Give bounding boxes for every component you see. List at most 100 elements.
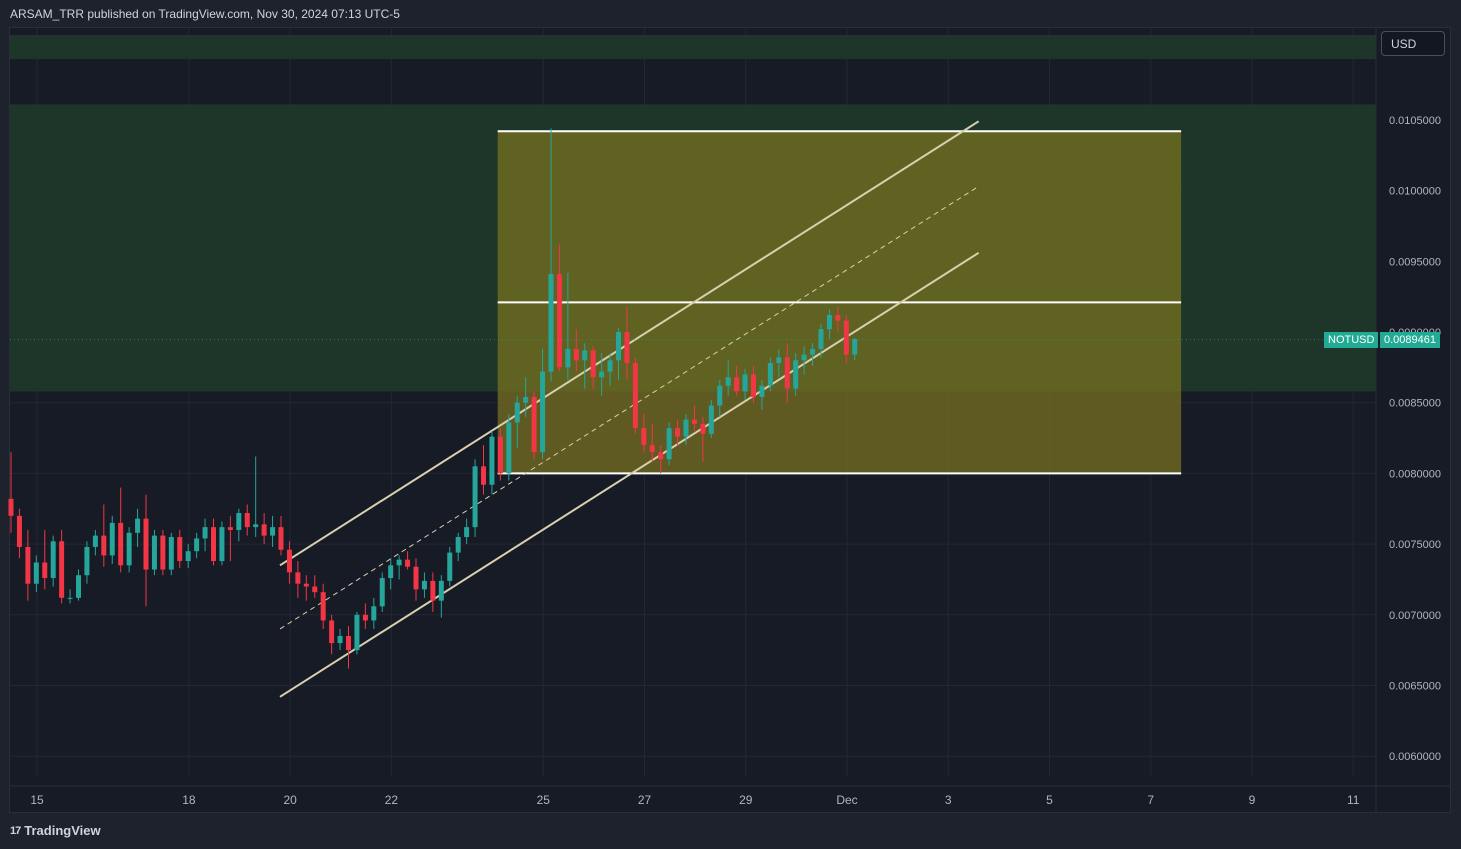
- candle-body: [514, 402, 520, 423]
- candle-body: [624, 332, 630, 364]
- candle-body: [810, 348, 816, 355]
- candle-body: [489, 436, 495, 485]
- candle-body: [67, 597, 73, 599]
- candle-body: [649, 445, 655, 453]
- channel-mid-line: [279, 185, 979, 630]
- time-tick-label: 15: [30, 793, 44, 807]
- price-tick-label: 0.0070000: [1389, 610, 1441, 622]
- time-tick-label: 29: [739, 793, 753, 807]
- candle-body: [683, 419, 689, 437]
- tradingview-logo-icon: 17: [10, 824, 21, 837]
- candle-body: [767, 363, 773, 386]
- candle-body: [691, 419, 697, 424]
- tradingview-brand-text: TradingView: [24, 823, 101, 838]
- candle-body: [371, 606, 377, 621]
- candle-body: [42, 562, 48, 579]
- candle-body: [607, 360, 613, 372]
- candle-body: [160, 535, 166, 570]
- candle-body: [641, 428, 647, 446]
- time-tick-label: 27: [638, 793, 652, 807]
- price-tick-label: 0.0095000: [1389, 256, 1441, 268]
- price-tick-label: 0.0065000: [1389, 681, 1441, 693]
- candle-body: [818, 329, 824, 349]
- candle-body: [303, 583, 309, 587]
- price-tick-label: 0.0080000: [1389, 468, 1441, 480]
- candle-body: [616, 332, 621, 361]
- candle-body: [784, 357, 790, 389]
- candle-body: [101, 535, 107, 556]
- candle-body: [185, 551, 191, 562]
- candle-body: [430, 580, 436, 601]
- price-tick-label: 0.0105000: [1389, 115, 1441, 127]
- candle-body: [76, 575, 81, 598]
- candle-body: [481, 466, 486, 485]
- candle-body: [388, 565, 394, 579]
- candle-body: [219, 527, 225, 562]
- candle-body: [295, 572, 301, 584]
- candle-body: [270, 527, 276, 536]
- candle-body: [50, 541, 56, 579]
- candle-body: [244, 512, 250, 528]
- time-tick-label: 20: [283, 793, 297, 807]
- time-tick-label: 3: [945, 793, 952, 807]
- candle-body: [632, 363, 638, 429]
- candle-body: [835, 315, 841, 321]
- candle-body: [540, 371, 546, 453]
- candle-body: [135, 518, 141, 533]
- candle-body: [84, 546, 90, 576]
- candle-body: [126, 532, 132, 566]
- candle-body: [177, 537, 183, 562]
- candle-body: [109, 522, 115, 556]
- candle-body: [59, 541, 65, 598]
- candle-body: [776, 357, 782, 364]
- candle-body: [33, 562, 39, 584]
- candle-body: [565, 348, 571, 368]
- candle-body: [666, 428, 672, 460]
- candle-body: [725, 377, 731, 386]
- candle-body: [658, 452, 664, 460]
- candle-body: [16, 515, 22, 547]
- price-tick-label: 0.0060000: [1389, 751, 1441, 763]
- candle-body: [801, 354, 807, 361]
- candle-body: [329, 620, 335, 644]
- price-tick-label: 0.0085000: [1389, 398, 1441, 410]
- candle-body: [793, 360, 799, 389]
- candle-body: [346, 636, 351, 651]
- candle-body: [455, 537, 461, 553]
- candle-body: [202, 527, 208, 539]
- candle-body: [717, 385, 723, 406]
- candle-body: [379, 578, 385, 607]
- candle-body: [143, 518, 149, 570]
- candle-body: [843, 320, 849, 355]
- candle-body: [708, 405, 714, 434]
- candle-body: [675, 428, 681, 437]
- candle-body: [151, 535, 157, 570]
- time-tick-label: Dec: [836, 793, 857, 807]
- candle-body: [25, 546, 31, 584]
- candle-body: [438, 580, 444, 601]
- candle-body: [211, 527, 216, 562]
- candle-body: [751, 374, 756, 398]
- candle-body: [506, 422, 512, 474]
- candle-body: [590, 350, 596, 378]
- candle-body: [405, 559, 411, 567]
- candle-body: [523, 397, 529, 403]
- candle-body: [742, 374, 748, 392]
- candle-body: [497, 436, 503, 474]
- candle-body: [261, 524, 267, 536]
- candle-body: [826, 315, 832, 330]
- candle-body: [421, 580, 427, 590]
- candle-body: [194, 538, 200, 552]
- candle-body: [759, 385, 765, 398]
- candle-body: [92, 535, 98, 547]
- currency-button[interactable]: USD: [1381, 31, 1445, 56]
- candle-body: [286, 549, 292, 573]
- candle-body: [413, 566, 419, 590]
- time-tick-label: 25: [537, 793, 551, 807]
- candle-body: [852, 339, 858, 355]
- candle-body: [599, 371, 605, 378]
- candle-body: [582, 350, 588, 361]
- tradingview-branding[interactable]: 17 TradingView: [10, 823, 101, 838]
- candle-body: [556, 274, 562, 368]
